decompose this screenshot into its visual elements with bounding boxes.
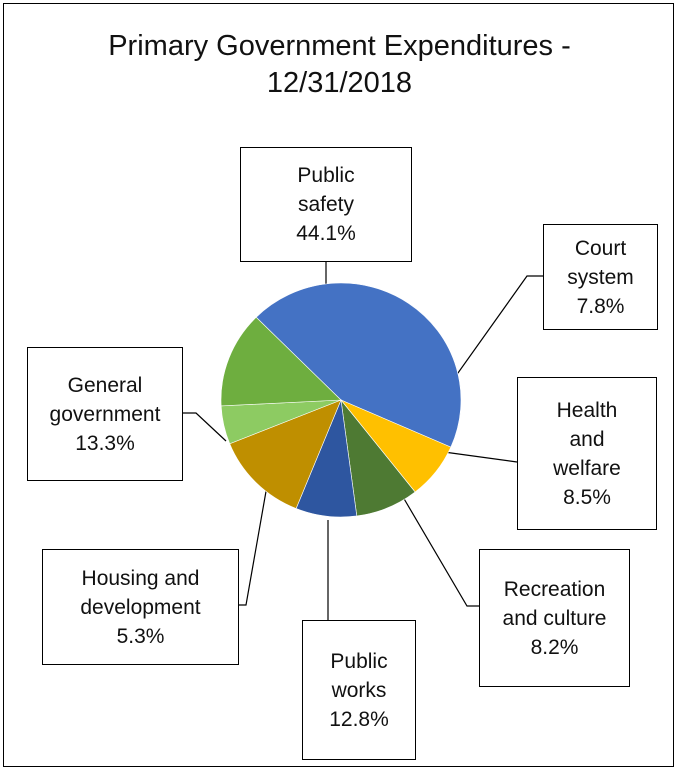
slice-label-text: safety	[297, 193, 355, 216]
slice-label-text: Recreation	[503, 577, 606, 601]
slice-value-label: 13.3%	[75, 431, 135, 455]
slice-label: Housing and development 5.3%	[42, 549, 239, 665]
slice-label-text: works	[331, 678, 387, 702]
pie-slice-public-safety	[255, 282, 462, 448]
slice-label-text: and	[569, 427, 605, 451]
slice-label-text: government	[49, 402, 161, 426]
slice-label: General government 13.3%	[27, 347, 183, 481]
slice-label-text: development	[80, 595, 201, 619]
slice-label-text: General	[67, 373, 143, 397]
slice-label-text: system	[567, 265, 634, 289]
leader-line	[239, 479, 269, 606]
slice-label-text: Health	[556, 398, 618, 422]
slice-label: Health and welfare 8.5%	[517, 377, 657, 530]
slice-label: Public works 12.8%	[302, 620, 416, 760]
slice-value-label: 8.5%	[563, 485, 611, 509]
slice-value-label: 5.3%	[116, 624, 165, 648]
leader-line	[183, 412, 227, 442]
slice-label: Court system 7.8%	[543, 224, 658, 330]
slice-label-text: Court	[574, 236, 627, 260]
slice-label: Recreation and culture 8.2%	[479, 549, 630, 687]
slice-label-text: Housing and	[81, 566, 200, 590]
chart-title-line-2: 12/31/2018	[266, 67, 413, 99]
leader-line	[402, 496, 479, 607]
slice-label-text: welfare	[553, 456, 621, 480]
pie-slice-general-government	[220, 316, 342, 407]
slice-value-label: 8.2%	[530, 635, 579, 659]
slice-label-text: Public	[330, 649, 388, 673]
leader-lines	[183, 262, 543, 620]
chart-title-line-1: Primary Government Expenditures -	[108, 30, 571, 62]
slice-label-text: Public	[297, 164, 355, 187]
slice-value-label: 12.8%	[329, 707, 389, 731]
slice-value-label: 44.1%	[296, 222, 356, 245]
leader-line	[447, 275, 543, 388]
slice-value-label: 7.8%	[576, 294, 625, 318]
slice-label-text: and culture	[502, 606, 607, 630]
chart-title: Primary Government Expenditures - 12/31/…	[0, 28, 679, 102]
pie-slices	[220, 282, 462, 518]
slice-label: Public safety 44.1%	[240, 147, 412, 262]
pie-slice-public-works	[229, 399, 342, 509]
leader-line	[443, 451, 518, 463]
